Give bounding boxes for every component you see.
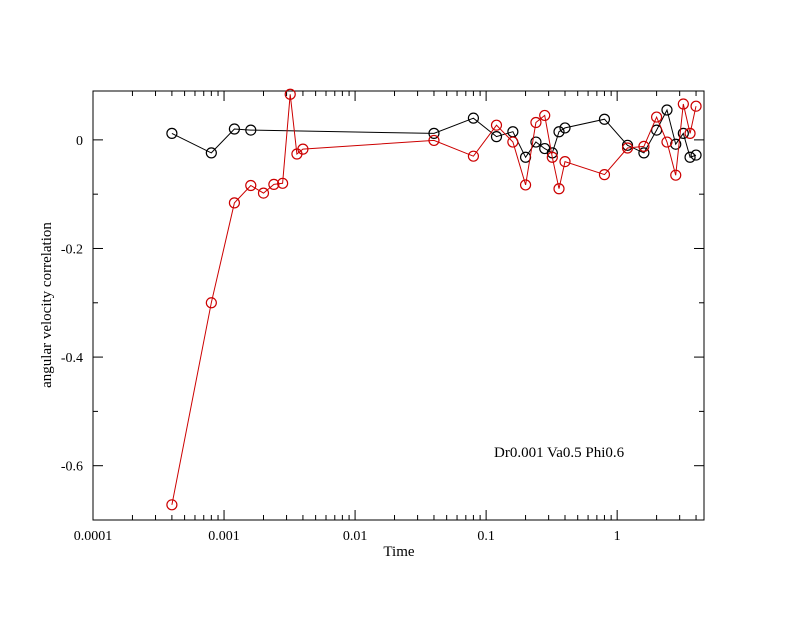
data-point [690, 149, 702, 161]
data-point [297, 143, 309, 155]
data-point [228, 123, 241, 135]
data-point [467, 150, 480, 162]
data-point [670, 169, 682, 181]
y-tick-label: 0 [76, 134, 83, 149]
data-point [507, 136, 519, 148]
data-point [284, 88, 296, 100]
data-point [559, 122, 571, 134]
data-point [670, 138, 682, 150]
series-1 [166, 104, 702, 163]
y-tick-label: -0.4 [61, 351, 83, 366]
data-point [277, 177, 289, 189]
data-point [621, 142, 634, 154]
data-point [530, 116, 542, 129]
data-point [684, 151, 696, 163]
axis-tick-labels: 0.0001 0.001 0.01 0.1 1 -0.6 -0.4 -0.2 0 [61, 134, 621, 544]
x-tick-label: 0.001 [208, 529, 240, 544]
data-point [228, 197, 241, 209]
y-tick-label: -0.2 [61, 242, 83, 257]
data-point [661, 136, 673, 148]
x-tick-label: 0.1 [477, 529, 495, 544]
axis-ticks [92, 91, 704, 521]
data-point [546, 151, 558, 163]
data-point [553, 126, 565, 138]
data-point [530, 136, 542, 148]
data-point [245, 179, 257, 192]
series-line [171, 94, 697, 505]
data-point [428, 134, 440, 147]
data-point [519, 179, 532, 191]
data-point [490, 119, 503, 131]
data-point [205, 297, 217, 309]
data-point [245, 124, 257, 136]
x-tick-label: 0.0001 [74, 529, 113, 544]
data-point [677, 127, 689, 139]
data-point [467, 112, 480, 124]
x-tick-label: 0.01 [343, 529, 368, 544]
data-point [638, 147, 650, 159]
data-point [650, 111, 663, 123]
data-point [621, 139, 634, 151]
data-point [598, 169, 611, 181]
y-tick-label: -0.6 [61, 460, 83, 475]
series-layer [166, 88, 702, 511]
data-point [598, 113, 611, 125]
data-point [490, 131, 503, 143]
data-point [268, 178, 280, 191]
x-tick-label: 1 [614, 529, 621, 544]
data-point [539, 109, 551, 122]
y-axis-label: angular velocity correlation [39, 222, 55, 388]
data-point [690, 100, 702, 112]
data-point [684, 127, 696, 139]
data-point [257, 187, 270, 199]
data-point [166, 127, 178, 139]
series-2 [166, 88, 702, 511]
data-point [638, 140, 650, 152]
data-point [205, 147, 217, 159]
plot-frame [92, 90, 705, 521]
series-line [171, 108, 697, 159]
plot-annotation: Dr0.001 Va0.5 Phi0.6 [494, 445, 625, 461]
x-axis-label: Time [383, 544, 414, 560]
data-point [166, 499, 178, 511]
data-point [677, 98, 689, 110]
data-point [559, 155, 571, 168]
data-point [661, 104, 673, 116]
data-point [553, 183, 565, 195]
data-point [428, 127, 440, 139]
